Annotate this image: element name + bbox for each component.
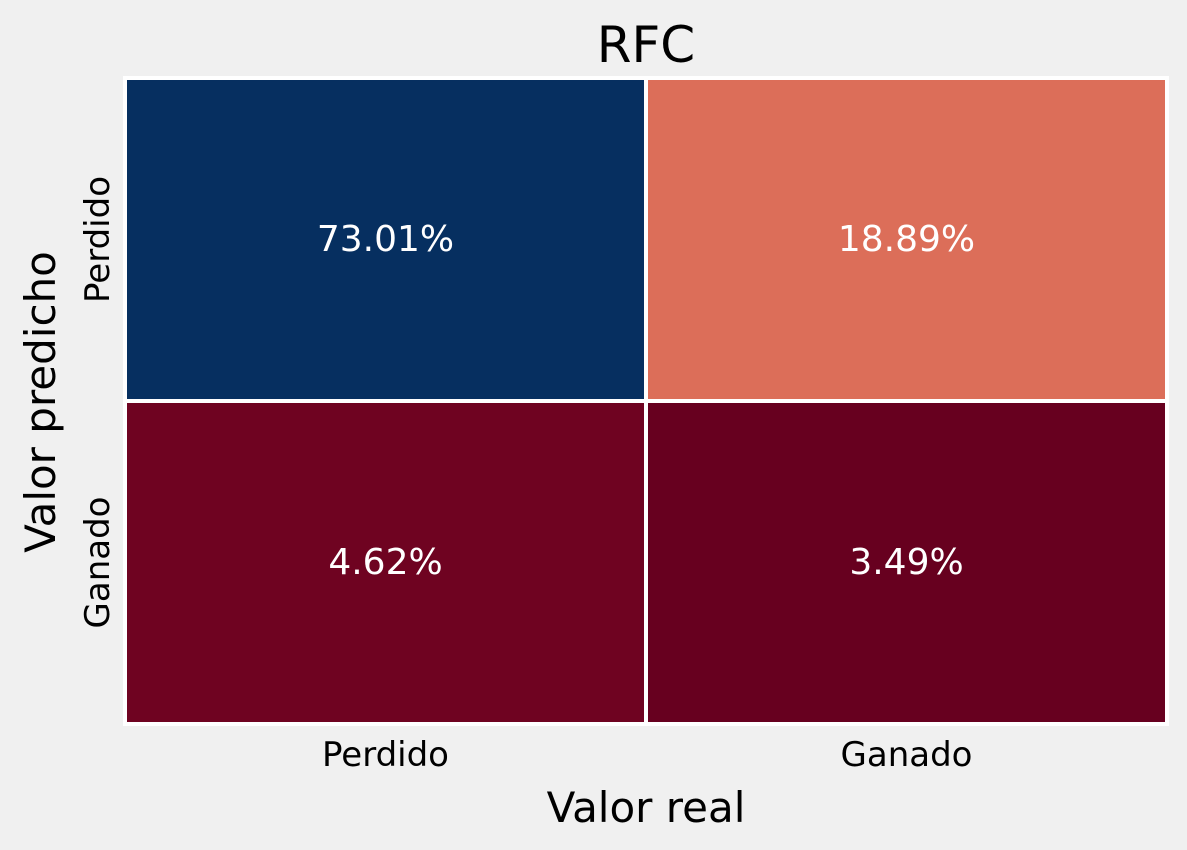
heatmap-cells xyxy=(123,76,1169,726)
y-tick-label: Perdido xyxy=(78,176,118,303)
y-tick-labels: Perdido Ganado xyxy=(78,176,118,628)
x-axis-label: Valor real xyxy=(547,783,746,832)
x-tick-labels: Perdido Ganado xyxy=(322,735,972,775)
cell-value-label-1-0: 4.62% xyxy=(328,542,442,583)
heatmap-cell-0-0 xyxy=(123,76,648,403)
y-tick-label: Ganado xyxy=(78,497,118,629)
heatmap-cell-1-1 xyxy=(644,399,1169,726)
heatmap-cell-labels: 73.01% 18.89% 4.62% 3.49% xyxy=(317,219,975,583)
cell-value-label-1-1: 3.49% xyxy=(849,542,963,583)
x-tick-label: Ganado xyxy=(841,735,973,775)
x-tick-label: Perdido xyxy=(322,735,449,775)
y-axis-label: Valor predicho xyxy=(16,251,65,553)
heatmap-cell-0-1 xyxy=(644,76,1169,403)
cell-value-label-0-1: 18.89% xyxy=(838,219,975,260)
chart-title: RFC xyxy=(597,16,695,74)
heatmap-cell-1-0 xyxy=(123,399,648,726)
cell-value-label-0-0: 73.01% xyxy=(317,219,454,260)
